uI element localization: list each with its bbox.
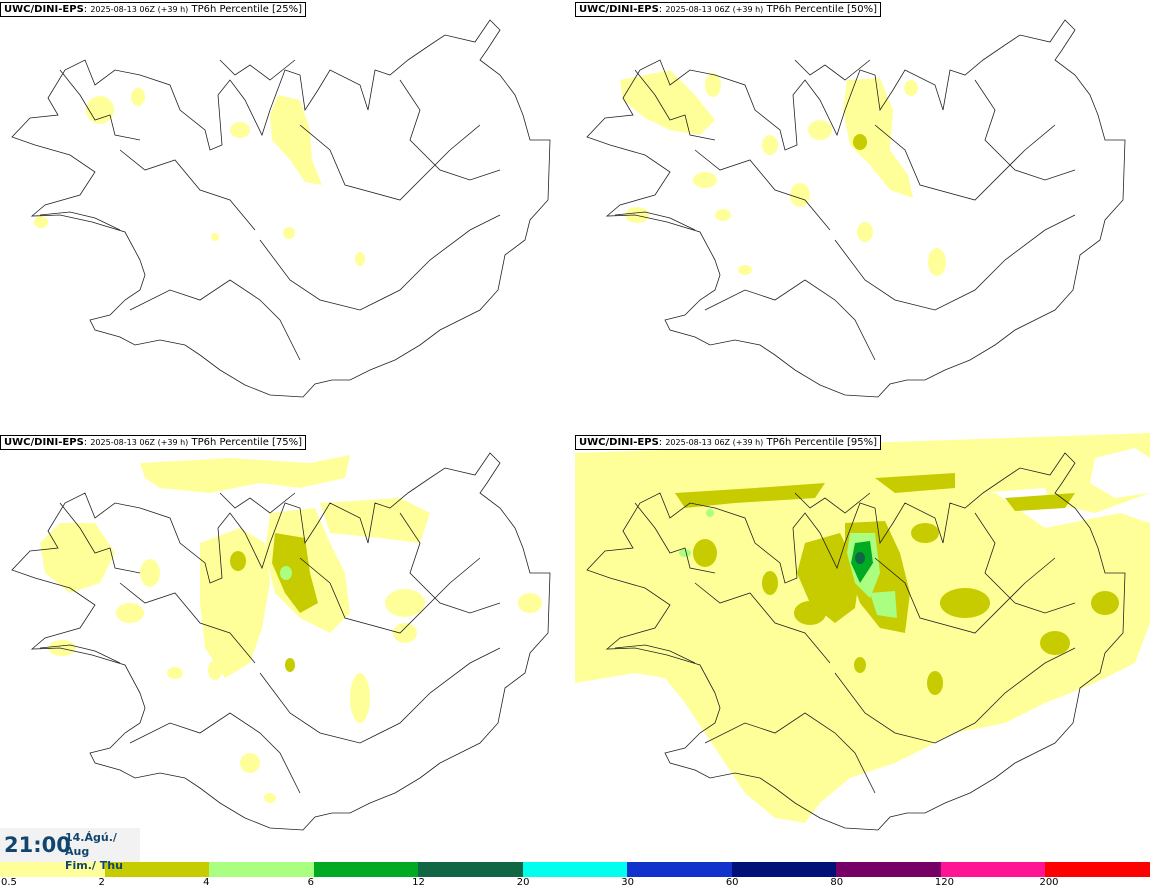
precip-map	[575, 433, 1150, 831]
map-panel-p25: UWC/DINI-EPS: 2025-08-13 06Z (+39 h) TP6…	[0, 0, 575, 430]
map-panel-p75: UWC/DINI-EPS: 2025-08-13 06Z (+39 h) TP6…	[0, 433, 575, 863]
map-panel-p95: UWC/DINI-EPS: 2025-08-13 06Z (+39 h) TP6…	[575, 433, 1150, 863]
precip-map	[586, 19, 1126, 398]
valid-date: 14.Ágú./ Aug Fim./ Thu	[65, 831, 140, 873]
precip-map	[11, 19, 551, 398]
legend-label: 120	[934, 877, 954, 888]
legend-bin	[1045, 862, 1150, 877]
panel-title: UWC/DINI-EPS: 2025-08-13 06Z (+39 h) TP6…	[575, 2, 882, 17]
legend-label: 30	[621, 877, 634, 888]
coastline	[11, 452, 551, 831]
legend-label: 6	[307, 877, 314, 888]
coastline	[586, 19, 1126, 398]
valid-day-line: Fim./ Thu	[65, 859, 123, 872]
precip-shading	[34, 88, 365, 266]
legend-bin	[313, 862, 419, 877]
valid-time-box: 21:00 14.Ágú./ Aug Fim./ Thu	[0, 828, 140, 872]
map-panel-p50: UWC/DINI-EPS: 2025-08-13 06Z (+39 h) TP6…	[575, 0, 1150, 430]
legend-bin	[209, 862, 315, 877]
precip-shading	[575, 433, 1150, 823]
legend-label: 60	[725, 877, 739, 888]
color-legend: 0.5 2 4 6 12 20 30 60 80 120 200	[0, 862, 1150, 891]
legend-label: 0.5	[1, 877, 17, 888]
legend-label: 20	[516, 877, 530, 888]
coastline	[11, 19, 551, 398]
precip-shading	[620, 70, 946, 276]
valid-clock: 21:00	[4, 833, 71, 857]
legend-bin	[940, 862, 1046, 877]
valid-date-line: 14.Ágú./ Aug	[65, 831, 117, 858]
panel-title: UWC/DINI-EPS: 2025-08-13 06Z (+39 h) TP6…	[0, 435, 307, 450]
legend-bin	[418, 862, 524, 877]
legend-bin	[731, 862, 837, 877]
legend-label: 200	[1039, 877, 1059, 888]
legend-bin	[104, 862, 210, 877]
legend-bin	[522, 862, 628, 877]
legend-bin	[0, 862, 106, 877]
legend-bin	[836, 862, 942, 877]
legend-label: 4	[203, 877, 210, 888]
precip-shading	[40, 455, 542, 803]
legend-bin	[627, 862, 733, 877]
legend-label: 80	[830, 877, 844, 888]
legend-label: 2	[98, 877, 105, 888]
coastline	[586, 452, 1126, 831]
precip-map	[11, 452, 551, 831]
legend-label: 12	[412, 877, 425, 888]
panel-title: UWC/DINI-EPS: 2025-08-13 06Z (+39 h) TP6…	[575, 435, 882, 450]
panel-title: UWC/DINI-EPS: 2025-08-13 06Z (+39 h) TP6…	[0, 2, 307, 17]
